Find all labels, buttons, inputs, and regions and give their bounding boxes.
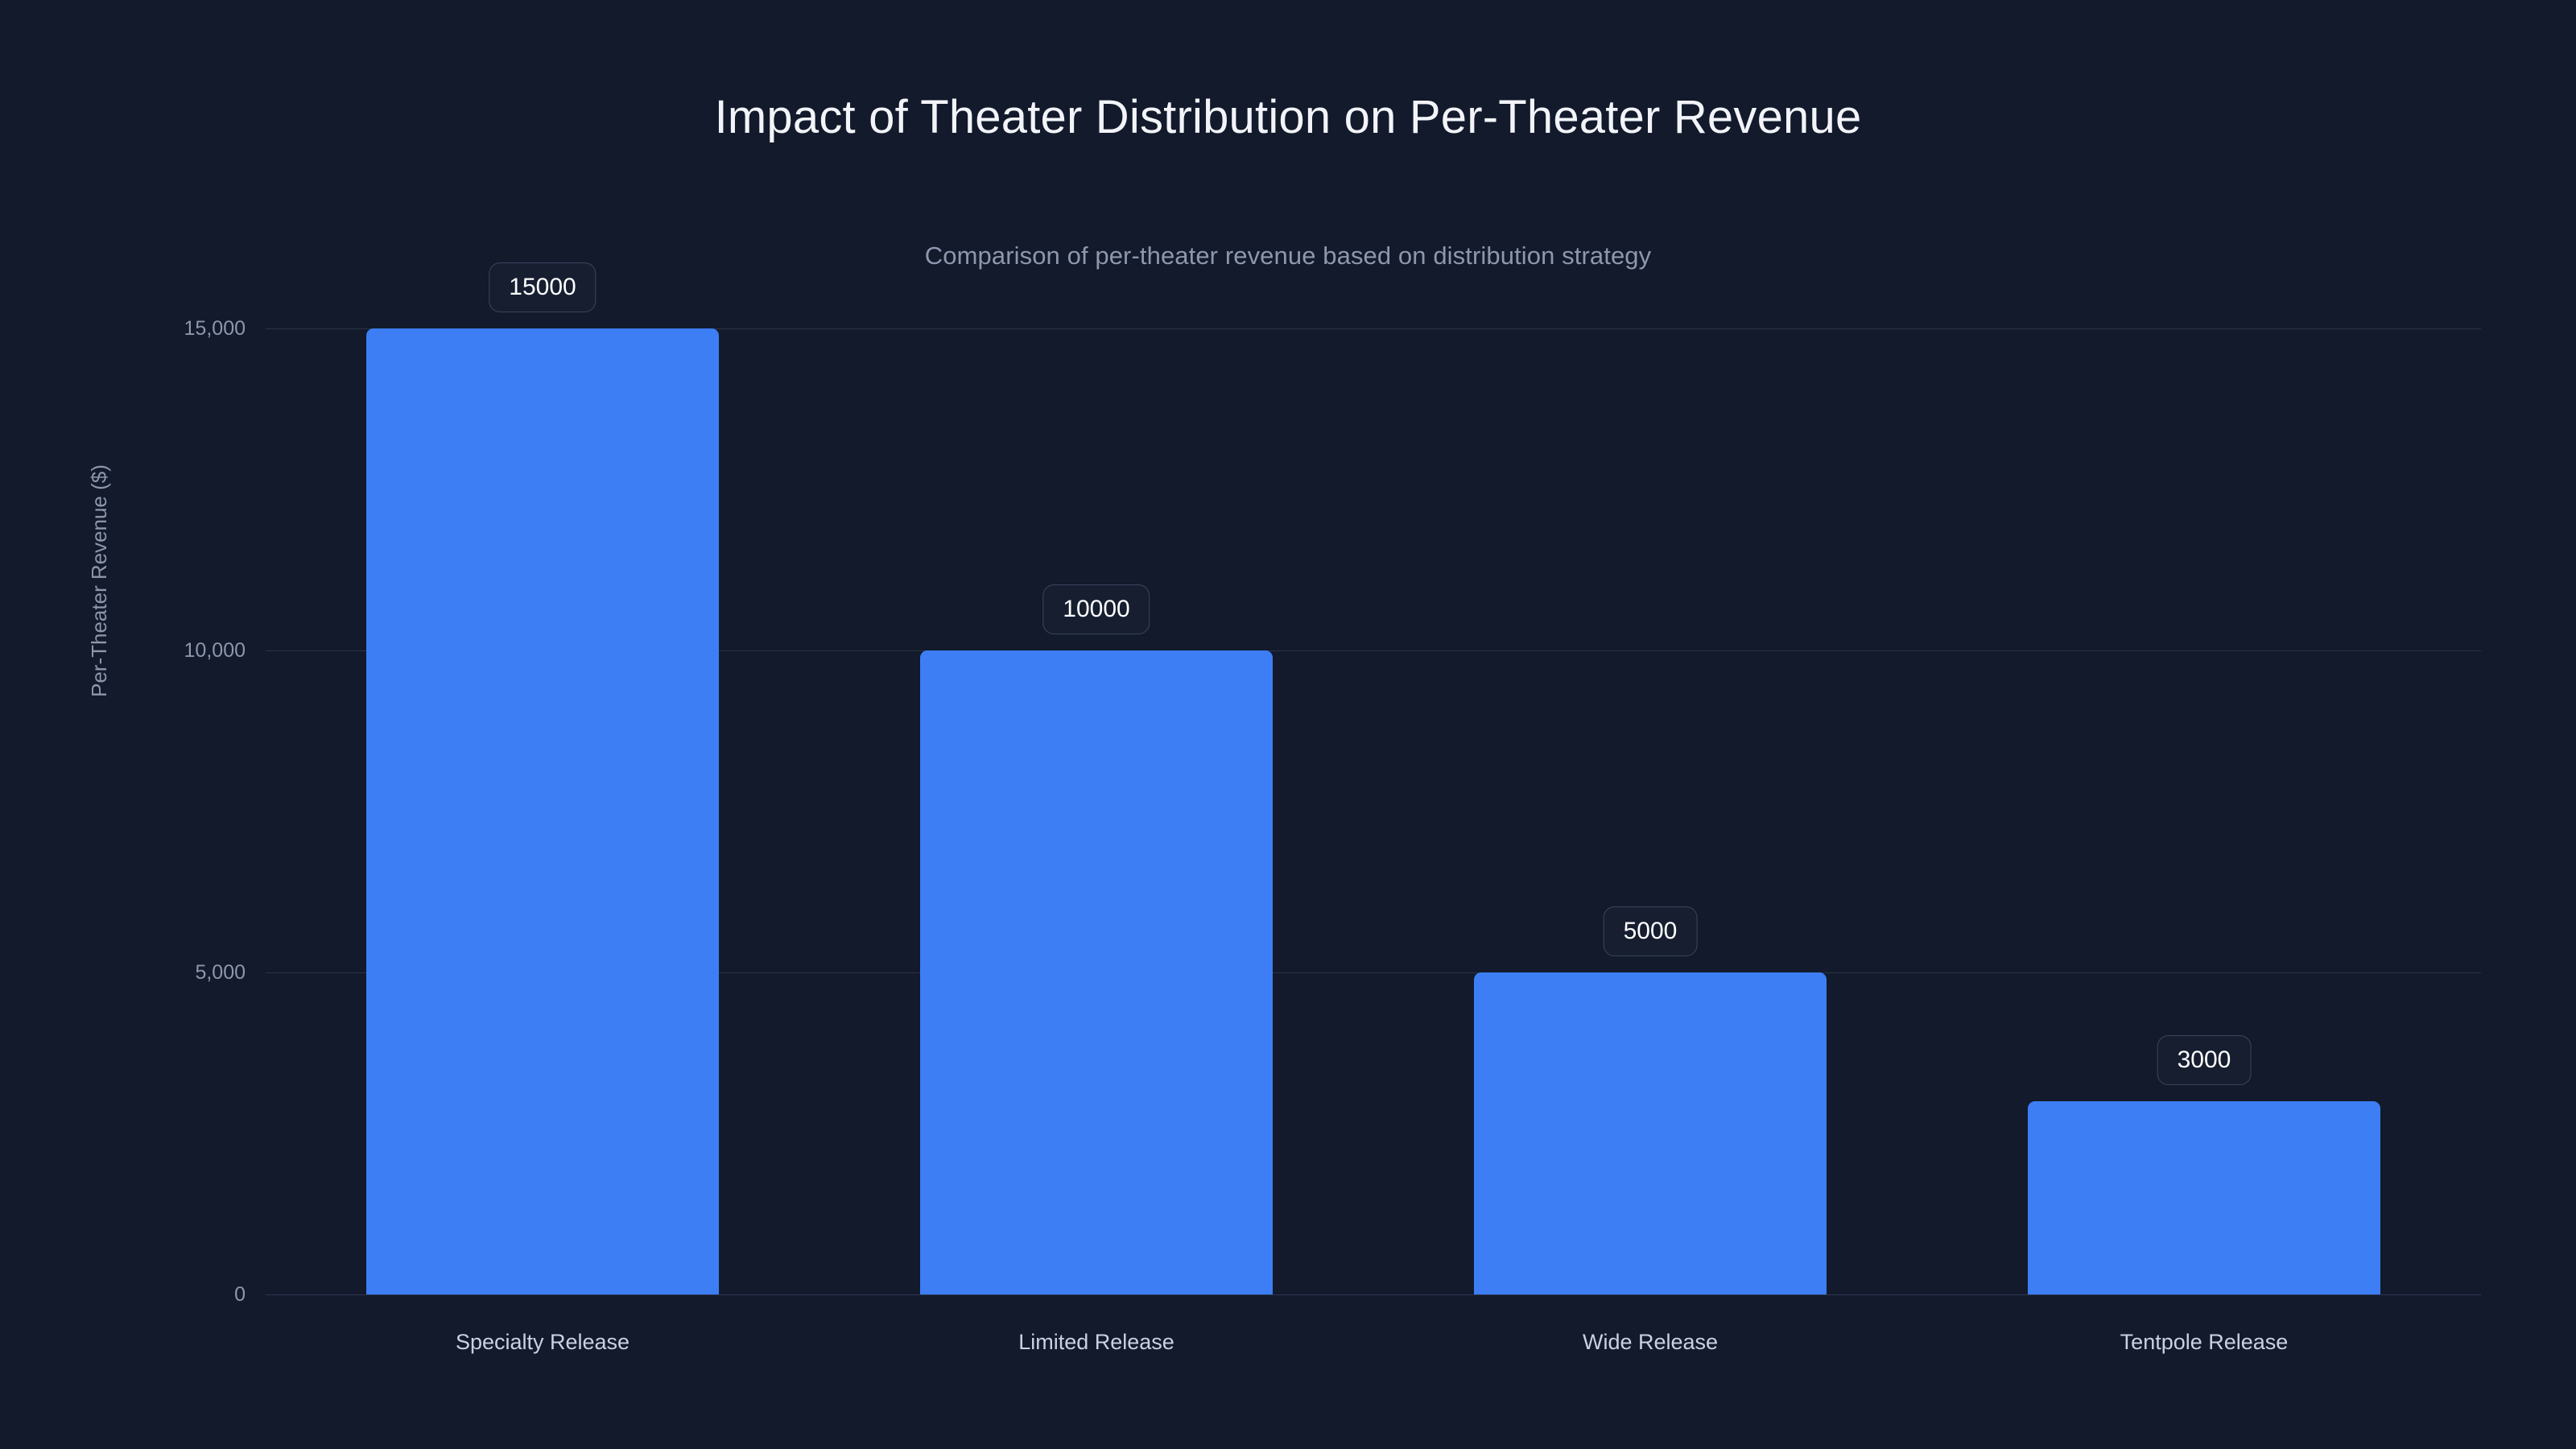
y-axis-tick-label: 15,000 <box>184 317 246 340</box>
bar-value-label: 3000 <box>2157 1035 2252 1085</box>
gridline <box>266 1294 2481 1295</box>
bar[interactable] <box>2028 1101 2380 1294</box>
y-axis-tick-label: 0 <box>234 1283 246 1306</box>
chart-subtitle: Comparison of per-theater revenue based … <box>924 242 1652 270</box>
bar-value-label: 15000 <box>489 262 597 312</box>
y-axis-tick-label: 5,000 <box>195 961 246 984</box>
gridline <box>266 328 2481 329</box>
chart-title: Impact of Theater Distribution on Per-Th… <box>714 91 1862 143</box>
bar[interactable] <box>920 650 1273 1294</box>
x-axis-tick-label: Limited Release <box>1018 1330 1174 1354</box>
bar[interactable] <box>1474 972 1827 1294</box>
bar[interactable] <box>366 328 719 1294</box>
y-axis-title: Per-Theater Revenue ($) <box>87 464 111 697</box>
gridline <box>266 972 2481 973</box>
plot-area <box>266 328 2481 1295</box>
x-axis-tick-label: Tentpole Release <box>2120 1330 2289 1354</box>
bar-value-label: 10000 <box>1042 584 1150 634</box>
gridline <box>266 650 2481 651</box>
x-axis-tick-label: Specialty Release <box>455 1330 630 1354</box>
y-axis-tick-label: 10,000 <box>184 639 246 662</box>
bar-value-label: 5000 <box>1603 906 1698 956</box>
x-axis-tick-label: Wide Release <box>1582 1330 1719 1354</box>
